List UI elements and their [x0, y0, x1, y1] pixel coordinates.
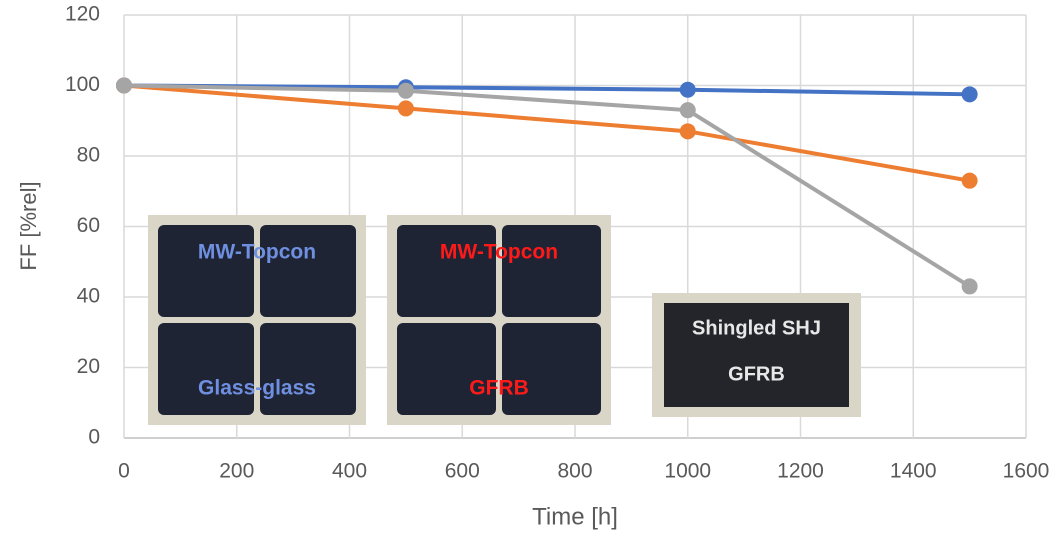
point — [398, 83, 414, 99]
y-tick-label: 0 — [88, 426, 100, 449]
x-tick-label: 0 — [118, 460, 130, 483]
solar-cell — [260, 225, 356, 317]
point — [962, 173, 978, 189]
x-tick-label: 1000 — [664, 460, 711, 483]
y-tick-label: 40 — [77, 285, 100, 308]
y-tick-label: 80 — [77, 144, 100, 167]
inset-label: GFRB — [728, 363, 785, 385]
y-tick-label: 120 — [65, 3, 100, 26]
solar-cell — [158, 225, 254, 317]
x-tick-label: 800 — [557, 460, 592, 483]
solar-cell — [158, 323, 254, 415]
x-tick-label: 1600 — [1003, 460, 1050, 483]
inset-label: Glass-glass — [198, 377, 316, 400]
solar-cell — [260, 323, 356, 415]
inset-label: Shingled SHJ — [692, 317, 821, 339]
solar-cell — [502, 225, 601, 317]
point — [116, 78, 132, 94]
x-tick-label: 1200 — [777, 460, 824, 483]
x-axis-label: Time [h] — [532, 503, 618, 530]
x-tick-label: 600 — [445, 460, 480, 483]
solar-cell — [502, 323, 601, 415]
y-axis-label: FF [%rel] — [16, 181, 41, 270]
inset-label: GFRB — [469, 377, 529, 400]
inset-label: MW-Topcon — [198, 241, 316, 264]
solar-cell — [397, 323, 496, 415]
point — [680, 82, 696, 98]
point — [962, 86, 978, 102]
solar-cell — [397, 225, 496, 317]
point — [398, 100, 414, 116]
inset-label: MW-Topcon — [440, 241, 558, 264]
point — [680, 102, 696, 118]
point — [680, 123, 696, 139]
chart: Time [h] FF [%rel] 020406080100120020040… — [0, 0, 1057, 538]
x-tick-label: 400 — [332, 460, 367, 483]
x-tick-label: 200 — [219, 460, 254, 483]
y-tick-label: 60 — [77, 214, 100, 237]
y-tick-label: 20 — [77, 355, 100, 378]
y-tick-label: 100 — [65, 73, 100, 96]
x-tick-label: 1400 — [890, 460, 937, 483]
point — [962, 278, 978, 294]
